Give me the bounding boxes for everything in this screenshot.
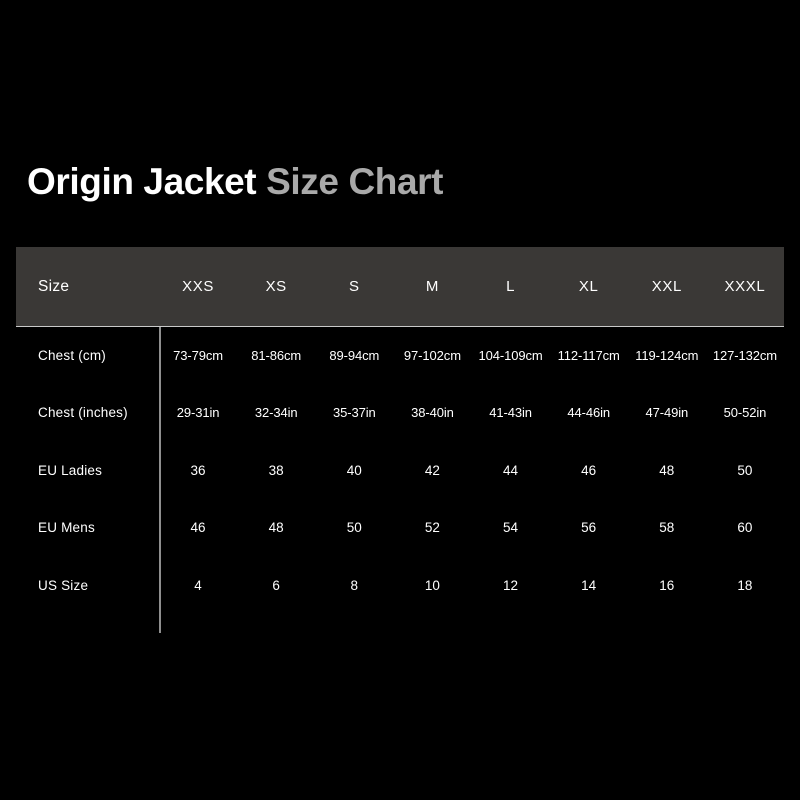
table-row: Chest (cm) 73-79cm 81-86cm 89-94cm 97-10… xyxy=(16,327,784,384)
row-label-eu-ladies: EU Ladies xyxy=(38,462,103,478)
column-header-xxl: XXL xyxy=(651,278,682,295)
cell-us-size-s: 8 xyxy=(350,577,359,593)
cell-us-size-xxxl: 18 xyxy=(737,577,753,593)
size-table-body: Chest (cm) 73-79cm 81-86cm 89-94cm 97-10… xyxy=(16,327,784,633)
row-cells-eu-ladies: 36 38 40 42 44 46 48 50 xyxy=(159,442,784,499)
cell-eu-ladies-xs: 38 xyxy=(268,462,284,478)
cell-chest-cm-xxxl: 127-132cm xyxy=(712,348,777,363)
cell-eu-ladies-m: 42 xyxy=(424,462,441,478)
cell-chest-in-xl: 44-46in xyxy=(567,405,611,421)
table-row: US Size 4 6 8 10 12 14 16 18 xyxy=(16,557,784,614)
table-row: EU Mens 46 48 50 52 54 56 58 60 xyxy=(16,499,784,556)
table-row: Chest (inches) 29-31in 32-34in 35-37in 3… xyxy=(16,384,784,441)
cell-us-size-xl: 14 xyxy=(581,577,597,593)
cell-eu-ladies-xxs: 36 xyxy=(190,462,206,478)
cell-us-size-xxs: 4 xyxy=(194,577,202,593)
cell-chest-cm-xxl: 119-124cm xyxy=(635,348,699,363)
size-column-headers: XXS XS S M L XL XXL XXXL xyxy=(159,247,784,326)
cell-chest-cm-xxs: 73-79cm xyxy=(173,348,223,363)
label-column-divider xyxy=(159,327,161,633)
cell-chest-in-xxxl: 50-52in xyxy=(723,405,767,421)
row-cells-eu-mens: 46 48 50 52 54 56 58 60 xyxy=(159,499,784,556)
cell-eu-mens-m: 52 xyxy=(424,520,441,536)
cell-chest-in-s: 35-37in xyxy=(332,405,376,421)
row-cells-chest-cm: 73-79cm 81-86cm 89-94cm 97-102cm 104-109… xyxy=(159,327,784,384)
cell-chest-in-xs: 32-34in xyxy=(254,405,298,421)
cell-eu-mens-xxs: 46 xyxy=(190,520,206,536)
row-cells-us-size: 4 6 8 10 12 14 16 18 xyxy=(159,557,784,614)
column-header-l: L xyxy=(506,278,516,295)
cell-us-size-xxl: 16 xyxy=(659,577,675,593)
cell-chest-in-xxs: 29-31in xyxy=(176,405,220,421)
cell-us-size-l: 12 xyxy=(502,577,519,593)
cell-eu-mens-xl: 56 xyxy=(581,520,597,536)
row-label-chest-inches: Chest (inches) xyxy=(38,405,128,421)
cell-eu-mens-l: 54 xyxy=(502,520,519,536)
column-header-m: M xyxy=(425,278,439,295)
cell-eu-ladies-xxl: 48 xyxy=(659,462,675,478)
page-title: Origin Jacket Size Chart xyxy=(27,160,443,204)
cell-chest-cm-l: 104-109cm xyxy=(478,348,543,363)
row-label-us-size: US Size xyxy=(38,577,89,593)
cell-us-size-xs: 6 xyxy=(272,577,280,593)
cell-eu-mens-xs: 48 xyxy=(268,520,284,536)
column-header-xxs: XXS xyxy=(182,278,214,295)
cell-eu-ladies-l: 44 xyxy=(502,462,519,478)
table-row: EU Ladies 36 38 40 42 44 46 48 50 xyxy=(16,442,784,499)
column-header-xxxl: XXXL xyxy=(724,278,766,295)
page-title-secondary: Size Chart xyxy=(266,161,444,202)
cell-eu-mens-xxxl: 60 xyxy=(737,520,753,536)
cell-eu-mens-s: 50 xyxy=(346,520,362,536)
cell-chest-in-xxl: 47-49in xyxy=(645,405,689,421)
cell-eu-ladies-s: 40 xyxy=(346,462,362,478)
cell-eu-ladies-xl: 46 xyxy=(581,462,597,478)
cell-eu-ladies-xxxl: 50 xyxy=(737,462,753,478)
row-label-eu-mens: EU Mens xyxy=(38,520,95,536)
cell-chest-cm-xl: 112-117cm xyxy=(557,348,620,363)
cell-eu-mens-xxl: 58 xyxy=(659,520,675,536)
row-label-chest-cm: Chest (cm) xyxy=(38,348,107,363)
size-table: Size XXS XS S M L XL XXL XXXL Chest (cm)… xyxy=(16,247,784,633)
size-table-header-row: Size XXS XS S M L XL XXL XXXL xyxy=(16,247,784,327)
page-title-primary: Origin Jacket xyxy=(27,161,257,202)
cell-chest-cm-s: 89-94cm xyxy=(329,348,380,363)
cell-chest-in-l: 41-43in xyxy=(489,405,532,421)
row-cells-chest-inches: 29-31in 32-34in 35-37in 38-40in 41-43in … xyxy=(159,384,784,441)
cell-chest-cm-m: 97-102cm xyxy=(403,348,461,363)
cell-us-size-m: 10 xyxy=(424,577,441,593)
cell-chest-cm-xs: 81-86cm xyxy=(251,348,302,363)
cell-chest-in-m: 38-40in xyxy=(411,405,454,421)
size-column-header: Size xyxy=(38,278,70,295)
column-header-s: S xyxy=(349,278,360,295)
column-header-xl: XL xyxy=(578,278,599,295)
column-header-xs: XS xyxy=(265,278,287,295)
